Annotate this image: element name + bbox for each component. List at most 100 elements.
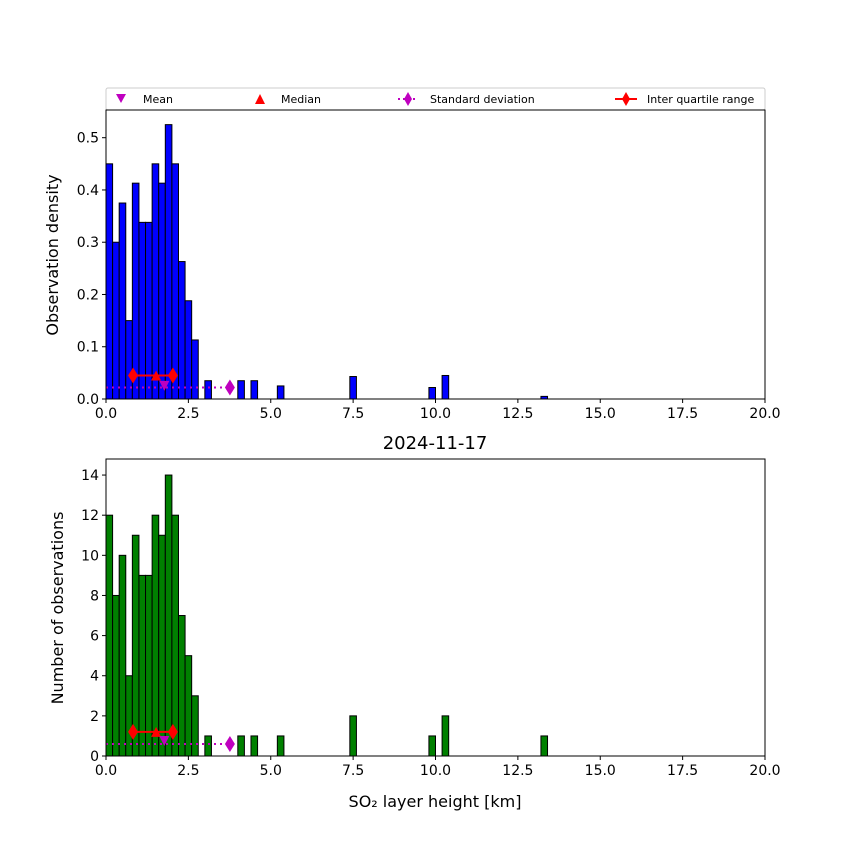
histogram-bar <box>105 163 114 400</box>
histogram-bar <box>138 221 147 400</box>
y-tick-label: 0.5 <box>77 131 99 147</box>
std-marker <box>224 735 235 752</box>
y-tick-label: 4 <box>90 669 99 685</box>
histogram-bar <box>177 615 186 757</box>
histogram-bar <box>191 339 199 400</box>
iqr-marker <box>128 723 139 740</box>
y-tick-label: 2 <box>90 709 99 725</box>
histogram-bar <box>131 182 140 400</box>
x-tick-label: 5.0 <box>260 763 282 779</box>
y-tick-label: 0.3 <box>77 235 99 251</box>
histogram-bar <box>131 534 140 757</box>
legend-median-label: Median <box>281 93 321 106</box>
top-y-axis-label: Observation density <box>43 174 62 335</box>
histogram-bar <box>145 221 153 400</box>
axes-frame <box>105 109 766 400</box>
x-tick-label: 7.5 <box>342 763 364 779</box>
histogram-bar <box>237 380 245 400</box>
histogram-bar <box>171 163 179 400</box>
histogram-bar <box>250 735 259 757</box>
y-tick-label: 0 <box>90 749 99 765</box>
bottom-y-axis-label: Number of observations <box>48 512 67 705</box>
histogram-bar <box>191 695 199 757</box>
bottom-title: 2024-11-17 <box>383 433 488 454</box>
legend-mean-label: Mean <box>143 93 173 106</box>
y-tick-label: 0.4 <box>77 183 99 199</box>
x-tick-label: 0.0 <box>95 406 117 422</box>
median-marker <box>151 370 162 381</box>
x-tick-label: 10.0 <box>420 763 451 779</box>
histogram-bar <box>158 534 166 757</box>
y-tick-label: 14 <box>81 468 99 484</box>
legend-iqr-label: Inter quartile range <box>647 93 754 106</box>
histogram-bar <box>349 715 357 757</box>
mean-marker <box>159 380 170 391</box>
legend: Mean Median Standard deviation Inter qua… <box>105 87 766 111</box>
histogram-bar <box>158 182 166 400</box>
std-marker <box>224 379 235 396</box>
histogram-bar <box>441 715 450 757</box>
x-tick-label: 5.0 <box>260 406 282 422</box>
y-tick-label: 10 <box>81 548 99 564</box>
iqr-marker <box>128 367 139 384</box>
histogram-bar <box>237 735 245 757</box>
legend-std-label: Standard deviation <box>430 93 535 106</box>
x-tick-label: 20.0 <box>749 763 780 779</box>
histogram-bar <box>428 735 437 757</box>
axes-frame <box>105 458 766 757</box>
legend-std-marker <box>404 92 412 106</box>
x-tick-label: 20.0 <box>749 406 780 422</box>
histogram-bar <box>250 380 259 400</box>
x-axis-label: SO₂ layer height [km] <box>349 792 522 811</box>
mean-marker <box>159 735 170 746</box>
histogram-bar <box>118 554 127 757</box>
x-tick-label: 17.5 <box>667 763 698 779</box>
legend-mean-marker <box>116 94 126 103</box>
histogram-bar <box>164 474 173 757</box>
y-tick-label: 0.1 <box>77 340 99 356</box>
histogram-bar <box>151 514 160 757</box>
y-tick-label: 12 <box>81 508 99 524</box>
histogram-bar <box>184 655 193 757</box>
histogram-bar <box>204 380 212 400</box>
x-tick-label: 12.5 <box>502 406 533 422</box>
histogram-bar <box>276 385 285 400</box>
histogram-bar <box>151 163 160 400</box>
x-tick-label: 15.0 <box>585 763 616 779</box>
histogram-bar <box>145 574 153 757</box>
y-tick-label: 0.2 <box>77 287 99 303</box>
histogram-bar <box>349 376 357 400</box>
y-tick-label: 0.0 <box>77 392 99 408</box>
histogram-bar <box>428 387 437 400</box>
histogram-bar <box>184 300 193 400</box>
histogram-bar <box>105 514 114 757</box>
x-tick-label: 2.5 <box>177 406 199 422</box>
y-tick-label: 6 <box>90 629 99 645</box>
histogram-bar <box>112 594 120 757</box>
histogram-bar <box>164 124 173 400</box>
x-tick-label: 12.5 <box>502 763 533 779</box>
histogram-bar <box>204 735 212 757</box>
histogram-bar <box>112 241 120 400</box>
median-marker <box>151 726 162 737</box>
histogram-bar <box>118 202 127 400</box>
x-tick-label: 10.0 <box>420 406 451 422</box>
x-tick-label: 2.5 <box>177 763 199 779</box>
histogram-bar <box>138 574 147 757</box>
legend-median-marker <box>255 94 265 104</box>
iqr-marker <box>167 723 178 740</box>
x-tick-label: 0.0 <box>95 763 117 779</box>
legend-iqr-marker <box>622 92 630 106</box>
y-tick-label: 8 <box>90 588 99 604</box>
x-tick-label: 7.5 <box>342 406 364 422</box>
iqr-marker <box>167 367 178 384</box>
histogram-bar <box>540 735 549 757</box>
x-tick-label: 17.5 <box>667 406 698 422</box>
histogram-bar <box>171 514 179 757</box>
x-tick-label: 15.0 <box>585 406 616 422</box>
histogram-bar <box>276 735 285 757</box>
histogram-bar <box>441 374 450 400</box>
histogram-bar <box>177 261 186 400</box>
